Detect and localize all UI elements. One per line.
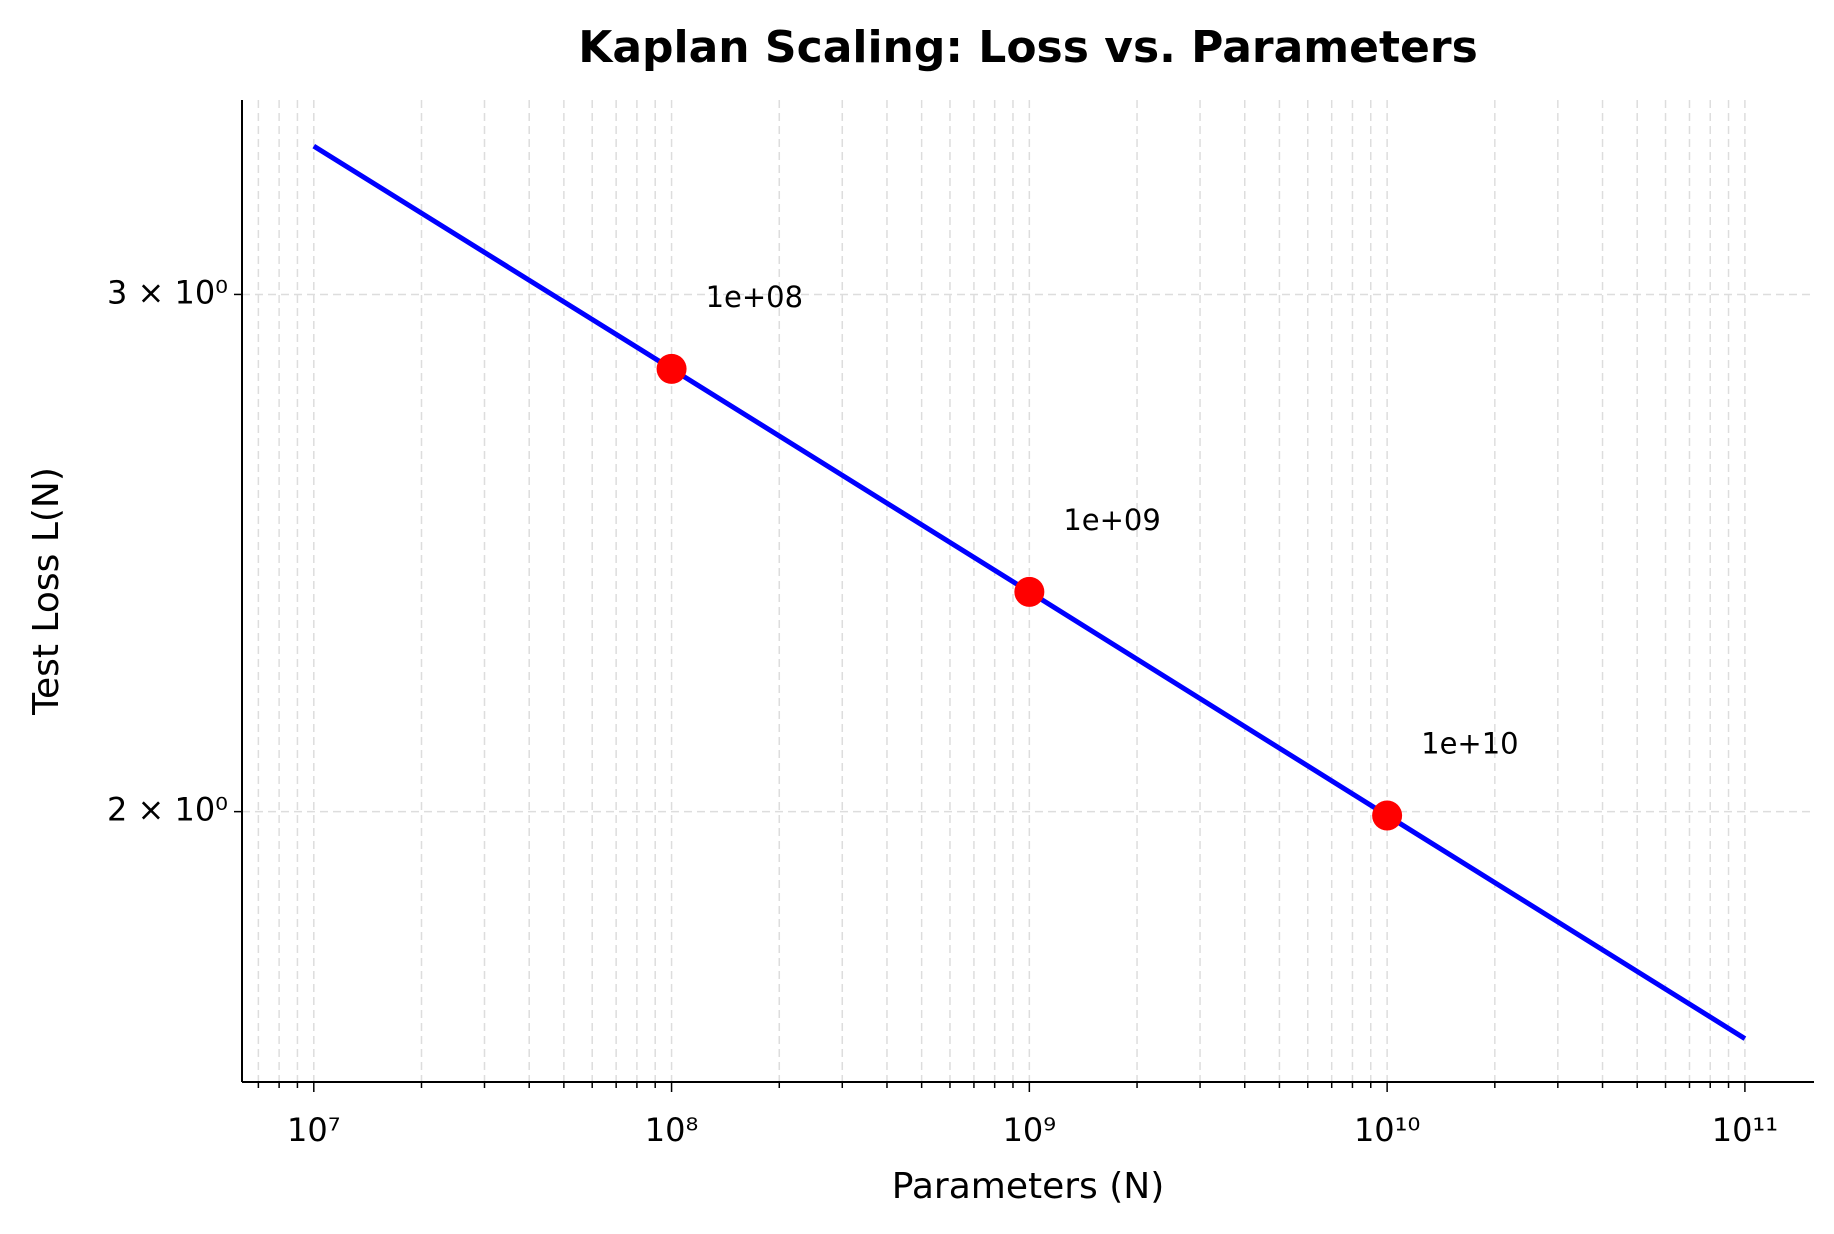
point bbox=[1014, 576, 1045, 607]
x-tick-label: 10¹⁰ bbox=[1354, 1111, 1420, 1149]
y-tick-label: 3 × 10⁰ bbox=[107, 273, 228, 311]
x-tick-label: 10⁹ bbox=[1003, 1111, 1057, 1149]
point-annotation: 1e+09 bbox=[1063, 503, 1161, 537]
y-tick-label: 2 × 10⁰ bbox=[107, 791, 228, 829]
x-tick-label: 10¹¹ bbox=[1712, 1111, 1778, 1149]
point bbox=[656, 353, 687, 384]
y-axis-label: Test Loss L(N) bbox=[26, 467, 67, 716]
point bbox=[1372, 800, 1403, 831]
x-tick-label: 10⁸ bbox=[645, 1111, 699, 1149]
point-annotation: 1e+08 bbox=[706, 280, 804, 314]
x-tick-label: 10⁷ bbox=[287, 1111, 341, 1149]
chart-title: Kaplan Scaling: Loss vs. Parameters bbox=[578, 22, 1478, 73]
x-axis-label: Parameters (N) bbox=[892, 1166, 1165, 1207]
point-annotation: 1e+10 bbox=[1421, 726, 1519, 760]
